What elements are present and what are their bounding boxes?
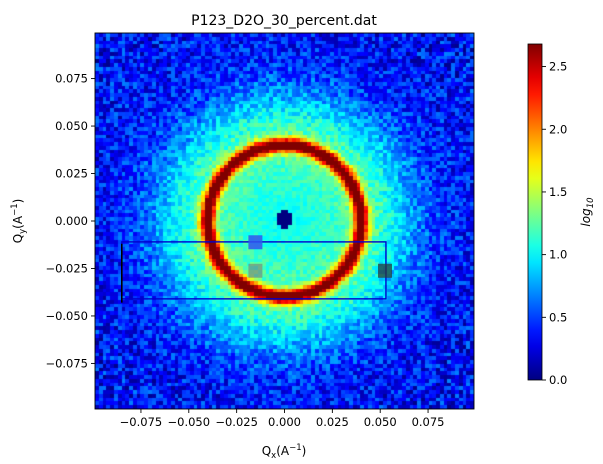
x-tick-label: −0.025 [215, 415, 258, 429]
colorbar-tick-label: 0.5 [549, 310, 567, 324]
heatmap-plot-area [94, 32, 475, 410]
colorbar-gradient [527, 43, 543, 381]
x-axis: −0.075 −0.050 −0.025 0.000 0.025 0.050 0.075 [120, 409, 445, 429]
colorbar-label: log10 [579, 197, 596, 226]
colorbar: 0.0 0.5 1.0 1.5 2.0 2.5 log10 [527, 43, 596, 387]
y-tick-label: −0.075 [45, 356, 88, 370]
x-tick-label: 0.000 [268, 415, 301, 429]
colorbar-tick-label: 1.5 [549, 185, 567, 199]
y-tick-label: 0.075 [55, 72, 88, 86]
y-tick-label: −0.050 [45, 309, 88, 323]
x-tick-label: 0.075 [412, 415, 445, 429]
x-tick-label: 0.025 [316, 415, 349, 429]
roi-marker-3[interactable] [377, 263, 392, 278]
x-axis-label: Qx(A−1) [262, 443, 307, 461]
roi-marker-1[interactable] [248, 235, 263, 250]
y-axis-label: Qy(A−1) [10, 199, 28, 244]
colorbar-tick-label: 1.0 [549, 248, 567, 262]
y-tick-label: 0.025 [55, 167, 88, 181]
colorbar-tick-label: 2.5 [549, 60, 567, 74]
y-tick-label: −0.025 [45, 261, 88, 275]
y-axis: −0.075 −0.050 −0.025 0.000 0.025 0.050 0.075 [45, 72, 95, 370]
chart-title: P123_D2O_30_percent.dat [191, 13, 377, 29]
heatmap-image [95, 33, 474, 409]
overlay-layer [120, 235, 392, 303]
roi-marker-2[interactable] [248, 263, 263, 278]
x-tick-label: −0.075 [120, 415, 163, 429]
x-tick-label: −0.050 [168, 415, 211, 429]
colorbar-ticks: 0.0 0.5 1.0 1.5 2.0 2.5 [542, 60, 567, 387]
y-tick-label: 0.050 [55, 119, 88, 133]
x-tick-label: 0.050 [364, 415, 397, 429]
colorbar-tick-label: 2.0 [549, 122, 567, 136]
y-tick-label: 0.000 [55, 214, 88, 228]
colorbar-tick-label: 0.0 [549, 373, 567, 387]
